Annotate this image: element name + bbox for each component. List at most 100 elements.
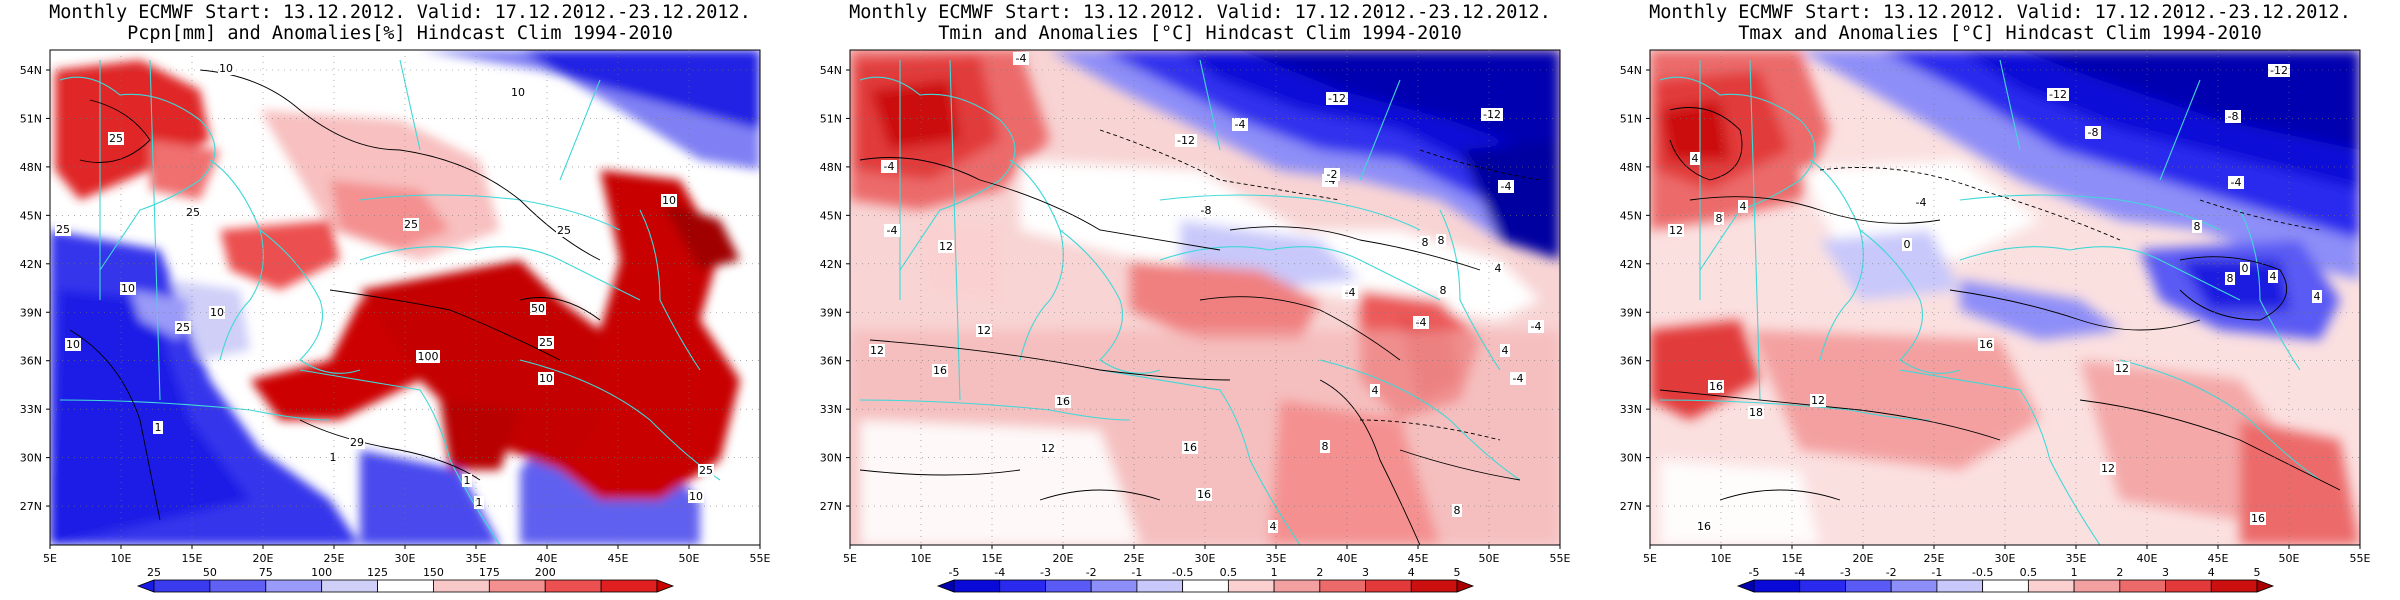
lat-label: 54N: [1620, 64, 1642, 77]
colorbar-swatch: [1090, 579, 1138, 593]
colorbar-swatch: [433, 579, 490, 593]
colorbar-max-arrow: [656, 579, 675, 593]
colorbar-swatch: [1799, 579, 1846, 593]
panel-tmax: Monthly ECMWF Start: 13.12.2012. Valid: …: [1600, 0, 2400, 600]
colorbar-label: 3: [2162, 566, 2169, 579]
lat-label: 39N: [20, 306, 42, 319]
lon-axis: 5E 10E 15E 20E 25E 30E 35E 40E 45E 50E 55E: [43, 50, 771, 565]
contour-label: -12: [1177, 134, 1195, 147]
lon-label: 35E: [1266, 552, 1287, 565]
contour-label: 4: [1692, 152, 1699, 165]
colorbar-label: 125: [367, 566, 388, 579]
lat-label: 30N: [820, 452, 842, 465]
colorbar-min-arrow: [1736, 579, 1755, 593]
contour-label: 16: [2251, 512, 2265, 525]
colorbar-min-arrow: [936, 579, 955, 593]
contour-label: -4: [884, 160, 895, 173]
contour-label: 10: [689, 490, 703, 503]
colorbar-swatch: [2073, 579, 2121, 593]
lon-label: 35E: [2066, 552, 2087, 565]
contour-label: 12: [1041, 442, 1055, 455]
contour-label: 16: [1183, 441, 1197, 454]
contour-label: 4: [1372, 384, 1379, 397]
colorbar-swatch: [1410, 579, 1458, 593]
colorbar-swatch: [1936, 579, 1984, 593]
contour-label: 4: [1495, 262, 1502, 275]
colorbar-swatch: [1136, 579, 1184, 593]
contour-label: 10: [219, 62, 233, 75]
lon-label: 35E: [466, 552, 487, 565]
colorbar-label: 5: [2254, 566, 2261, 579]
contour-label: -4: [1513, 372, 1524, 385]
contour-label: 10: [210, 306, 224, 319]
lon-label: 30E: [1195, 552, 1216, 565]
colorbar-swatch: [600, 579, 658, 593]
lon-label: 15E: [182, 552, 203, 565]
map-svg: 10 25 25 25 10 10 25 50 25 10 100 25 10: [20, 49, 771, 593]
colorbar-swatch: [999, 579, 1046, 593]
contour-label: 25: [109, 132, 123, 145]
lat-label: 45N: [20, 209, 42, 222]
colorbar-swatch: [1753, 579, 1801, 593]
colorbar-swatch: [1045, 579, 1092, 593]
contour-label: 12: [1669, 224, 1683, 237]
contour-label: 8: [1438, 234, 1445, 247]
contour-label: 16: [933, 364, 947, 377]
colorbar-swatch: [321, 579, 378, 593]
contour-label: 1: [476, 496, 483, 509]
contour-label: 25: [539, 336, 553, 349]
lat-label: 27N: [820, 500, 842, 513]
colorbar-label: 175: [479, 566, 500, 579]
colorbar-label: -2: [1086, 566, 1097, 579]
lat-label: 42N: [20, 258, 42, 271]
lon-label: 15E: [1782, 552, 1803, 565]
colorbar: -5 -4 -3 -2 -1 -0.5 0.5 1 2 3 4 5: [1736, 566, 2275, 593]
map-field: [50, 50, 760, 545]
colorbar-label: -4: [994, 566, 1005, 579]
colorbar-label: 50: [203, 566, 217, 579]
panel-title-line2: Tmin and Anomalies [°C] Hindcast Clim 19…: [938, 23, 1462, 44]
colorbar-swatch: [544, 579, 602, 593]
lon-label: 10E: [111, 552, 132, 565]
lat-label: 36N: [820, 355, 842, 368]
contour-label: 25: [557, 224, 571, 237]
contour-label: 4: [1502, 344, 1509, 357]
lat-label: 36N: [20, 355, 42, 368]
colorbar-swatch: [1227, 579, 1275, 593]
contour-label: 8: [2194, 220, 2201, 233]
colorbar-label: 1: [2071, 566, 2078, 579]
lon-label: 40E: [1337, 552, 1358, 565]
panel-tmin: Monthly ECMWF Start: 13.12.2012. Valid: …: [800, 0, 1600, 600]
contour-label: 4: [2314, 290, 2321, 303]
colorbar-label: 4: [1408, 566, 1415, 579]
lat-label: 33N: [20, 403, 42, 416]
contour-label: -12: [2270, 64, 2288, 77]
contour-label: -4: [1501, 180, 1512, 193]
colorbar-label: -0.5: [1972, 566, 1993, 579]
contour-label: 12: [2115, 362, 2129, 375]
colorbar-swatch: [488, 579, 546, 593]
lat-label: 27N: [1620, 500, 1642, 513]
colorbar-label: -1: [1931, 566, 1942, 579]
lon-label: 30E: [1995, 552, 2016, 565]
lat-label: 54N: [820, 64, 842, 77]
colorbar-swatch: [1890, 579, 1938, 593]
contour-label: -4: [1916, 196, 1927, 209]
panel-title-line2: Pcpn[mm] and Anomalies[%] Hindcast Clim …: [127, 23, 673, 44]
panel-title-line2: Tmax and Anomalies [°C] Hindcast Clim 19…: [1738, 23, 2262, 44]
contour-label: 12: [2101, 462, 2115, 475]
lat-label: 51N: [1620, 112, 1642, 125]
contour-label: 1: [330, 451, 337, 464]
contour-label: 4: [2270, 270, 2277, 283]
lat-label: 48N: [20, 161, 42, 174]
contour-label: 10: [662, 194, 676, 207]
colorbar-label: 0.5: [2020, 566, 2038, 579]
contour-label: 16: [1709, 380, 1723, 393]
lon-label: 5E: [843, 552, 857, 565]
lon-label: 25E: [1124, 552, 1145, 565]
lat-label: 30N: [20, 452, 42, 465]
contour-label: 18: [1749, 406, 1763, 419]
lon-label: 50E: [1479, 552, 1500, 565]
contour-label: 10: [121, 282, 135, 295]
map-field: [1650, 50, 2360, 545]
